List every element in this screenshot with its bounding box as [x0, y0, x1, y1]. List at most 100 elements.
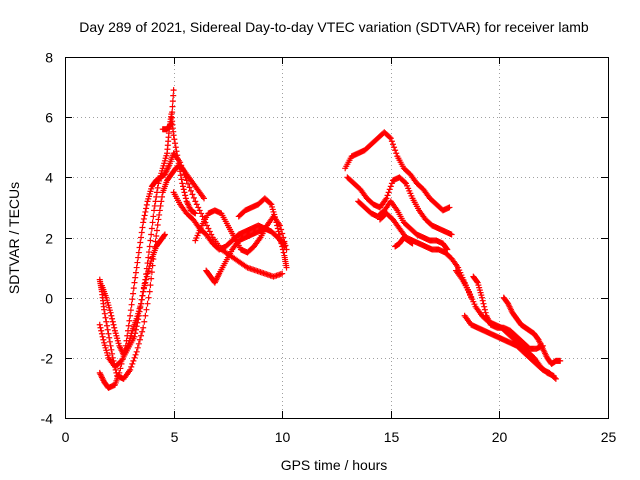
x-tick-label: 15: [384, 429, 400, 445]
data-point: [142, 276, 149, 283]
data-point: [176, 164, 183, 171]
data-point: [159, 193, 166, 200]
data-point: [103, 318, 110, 325]
data-point: [177, 172, 184, 179]
data-point: [272, 216, 279, 223]
data-point: [127, 366, 134, 373]
data-point: [143, 265, 150, 272]
data-point: [275, 228, 282, 235]
data-point: [388, 138, 395, 145]
data-point: [106, 334, 113, 341]
data-point: [140, 284, 147, 291]
data-point: [185, 180, 192, 187]
data-point: [100, 336, 107, 343]
data-point: [145, 249, 152, 256]
data-point: [107, 342, 114, 349]
data-point: [206, 228, 213, 235]
data-point: [479, 294, 486, 301]
data-point: [177, 168, 184, 175]
data-point: [139, 328, 146, 335]
data-point: [389, 141, 396, 148]
data-point: [157, 202, 164, 209]
data-point: [109, 350, 116, 357]
data-point: [196, 207, 203, 214]
series-sat-r: [500, 294, 564, 367]
data-point: [170, 87, 177, 94]
data-point: [152, 198, 159, 205]
data-point: [108, 346, 115, 353]
data-point: [169, 103, 176, 110]
data-point: [151, 207, 158, 214]
data-point: [192, 210, 199, 217]
data-point: [138, 296, 145, 303]
series-sat-d: [98, 111, 199, 358]
data-point: [179, 180, 186, 187]
data-point: [141, 318, 148, 325]
series-sat-j: [342, 129, 453, 214]
data-point: [167, 121, 174, 128]
series-sat-n: [392, 234, 416, 250]
data-point: [150, 213, 157, 220]
data-point: [148, 231, 155, 238]
data-point: [208, 231, 215, 238]
data-point: [134, 344, 141, 351]
data-point: [180, 183, 187, 190]
data-point: [137, 239, 144, 246]
data-point: [148, 225, 155, 232]
data-point: [139, 292, 146, 299]
data-point: [170, 92, 177, 99]
data-point: [127, 312, 134, 319]
series-sat-i: [235, 195, 290, 271]
data-point: [138, 300, 145, 307]
data-point: [149, 219, 156, 226]
data-point: [180, 186, 187, 193]
data-point: [190, 194, 197, 201]
data-point: [129, 296, 136, 303]
data-point: [385, 189, 392, 196]
data-point: [140, 219, 147, 226]
data-point: [443, 245, 450, 252]
data-point: [388, 180, 395, 187]
data-point: [199, 213, 206, 220]
data-point: [170, 132, 177, 139]
data-point: [391, 144, 398, 151]
data-point: [153, 227, 160, 234]
data-point: [107, 309, 114, 316]
data-point: [109, 318, 116, 325]
data-point: [186, 184, 193, 191]
data-point: [448, 231, 455, 238]
data-point: [148, 275, 155, 282]
data-point: [276, 231, 283, 238]
data-point: [187, 187, 194, 194]
data-point: [481, 306, 488, 313]
data-point: [189, 191, 196, 198]
data-point: [116, 369, 123, 376]
data-point: [154, 221, 161, 228]
x-tick-label: 10: [275, 429, 291, 445]
data-point: [119, 356, 126, 363]
data-point: [99, 333, 106, 340]
data-point: [172, 144, 179, 151]
data-point: [143, 201, 150, 208]
data-point: [201, 195, 208, 202]
x-ticks: 0 5 10 15 20 25: [62, 57, 616, 445]
data-point: [158, 198, 165, 205]
data-point: [103, 322, 110, 329]
data-point: [151, 202, 158, 209]
data-point: [135, 254, 142, 261]
y-tick-label: -4: [41, 411, 54, 427]
data-point: [203, 222, 210, 229]
data-point: [133, 348, 140, 355]
data-point: [283, 264, 290, 271]
data-point: [182, 195, 189, 202]
data-point: [155, 216, 162, 223]
data-point: [143, 306, 150, 313]
series-sat-p: [461, 312, 559, 382]
data-point: [171, 136, 178, 143]
data-point: [393, 150, 400, 157]
data-point: [174, 152, 181, 159]
data-point: [279, 246, 286, 253]
data-point: [125, 322, 132, 329]
data-point: [154, 184, 161, 191]
data-point: [147, 237, 154, 244]
